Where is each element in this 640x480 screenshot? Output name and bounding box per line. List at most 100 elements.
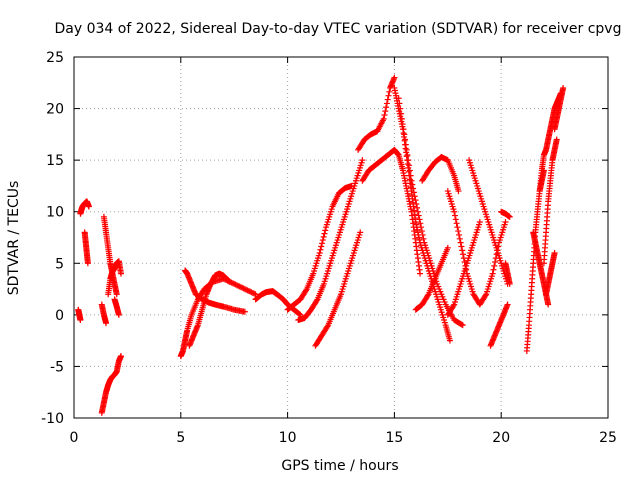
data-point: [458, 321, 465, 328]
data-point: [115, 311, 122, 318]
data-point: [418, 228, 425, 235]
data-point: [324, 323, 331, 330]
series-arc32: [543, 249, 558, 298]
series-arc27: [502, 260, 513, 287]
data-point: [490, 266, 497, 273]
data-point: [400, 126, 407, 133]
data-point: [243, 286, 250, 293]
data-point: [226, 278, 233, 285]
x-tick-label: 15: [385, 430, 403, 446]
data-points: [75, 74, 567, 416]
data-point: [452, 216, 459, 223]
data-point: [399, 121, 406, 128]
data-point: [506, 280, 513, 287]
data-point: [395, 95, 402, 102]
data-point: [251, 290, 258, 297]
data-point: [84, 260, 91, 267]
y-axis-label: SDTVAR / TECUs: [6, 181, 22, 296]
data-point: [417, 220, 424, 227]
series-arc7: [98, 301, 110, 327]
data-point: [504, 301, 511, 308]
data-point: [459, 247, 466, 254]
data-point: [444, 244, 451, 251]
data-point: [402, 136, 409, 143]
data-point: [410, 189, 417, 196]
data-point: [411, 193, 418, 200]
y-tick-label: -10: [41, 411, 64, 427]
series-arc1: [75, 306, 84, 324]
x-tick-label: 20: [492, 430, 510, 446]
data-point: [456, 235, 463, 242]
series-arc3: [81, 229, 91, 267]
data-point: [492, 258, 499, 265]
data-point: [313, 297, 320, 304]
series-arc14: [295, 157, 366, 324]
data-point: [398, 110, 405, 117]
series-arc24: [444, 219, 483, 318]
data-point: [296, 311, 303, 318]
grid: [74, 57, 608, 418]
data-point: [459, 322, 466, 329]
data-point: [386, 88, 393, 95]
data-point: [380, 115, 387, 122]
data-point: [113, 291, 120, 298]
data-point: [416, 216, 423, 223]
data-point: [404, 151, 411, 158]
data-point: [317, 246, 324, 253]
y-tick-label: 5: [55, 256, 64, 272]
data-point: [396, 100, 403, 107]
data-point: [417, 270, 424, 277]
x-tick-labels: 0 5 10 15 20 25: [70, 430, 617, 446]
data-point: [451, 208, 458, 215]
series-arc17: [359, 146, 424, 277]
data-point: [489, 270, 496, 277]
data-point: [453, 220, 460, 227]
x-tick-label: 5: [176, 430, 185, 446]
data-point: [77, 317, 84, 324]
data-point: [252, 291, 259, 298]
data-point: [382, 108, 389, 115]
data-point: [551, 249, 558, 256]
data-point: [241, 308, 248, 315]
data-point: [424, 292, 431, 299]
x-axis-label: GPS time / hours: [281, 458, 398, 474]
series-arc33: [551, 84, 567, 133]
data-point: [359, 157, 366, 164]
data-point: [408, 177, 415, 184]
data-point: [560, 84, 567, 91]
x-tick-label: 25: [599, 430, 617, 446]
data-point: [320, 233, 327, 240]
data-point: [248, 289, 255, 296]
y-tick-label: 0: [55, 308, 64, 324]
series-arc19: [395, 95, 466, 329]
data-point: [455, 228, 462, 235]
data-point: [237, 284, 244, 291]
data-point: [383, 100, 390, 107]
data-point: [401, 131, 408, 138]
data-point: [241, 286, 248, 293]
y-tick-label: 25: [46, 50, 64, 66]
data-point: [303, 287, 310, 294]
data-point: [412, 197, 419, 204]
data-point: [452, 212, 459, 219]
data-point: [406, 162, 413, 169]
data-point: [319, 237, 326, 244]
data-point: [247, 288, 254, 295]
data-point: [455, 188, 462, 195]
data-point: [318, 243, 325, 250]
data-point: [406, 167, 413, 174]
data-point: [316, 249, 323, 256]
data-point: [233, 282, 240, 289]
data-point: [446, 337, 453, 344]
series-arc15: [312, 229, 364, 349]
series-arc11: [186, 270, 233, 349]
data-point: [385, 92, 392, 99]
data-point: [319, 240, 326, 247]
data-point: [410, 185, 417, 192]
data-point: [482, 292, 489, 299]
data-point: [458, 243, 465, 250]
data-point: [85, 203, 92, 210]
data-point: [506, 213, 513, 220]
data-point: [235, 282, 242, 289]
data-point: [117, 353, 124, 360]
